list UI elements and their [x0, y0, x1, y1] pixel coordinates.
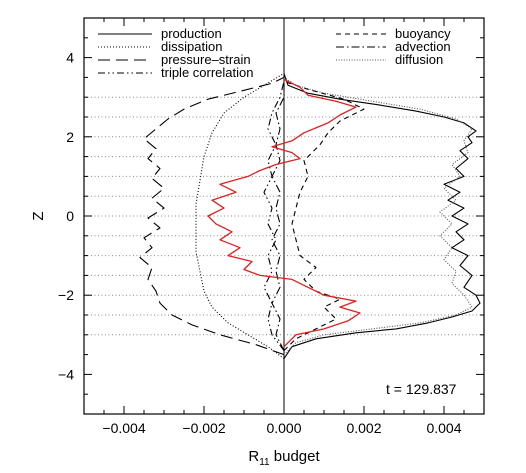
axis-ticks: −0.004 −0.002 0.000 0.002 0.004 −4 −2 0 2 4: [58, 17, 485, 436]
x-tick-label: 0.002: [346, 420, 381, 436]
x-axis-label-subscript: 11: [259, 457, 270, 468]
legend-label: buoyancy: [395, 26, 451, 41]
x-axis-label-suffix: budget: [270, 448, 321, 465]
x-tick-label: −0.004: [102, 420, 145, 436]
y-tick-label: −4: [58, 366, 74, 382]
series-line-buoyancy: [283, 80, 365, 351]
y-axis-label: Z: [30, 211, 47, 220]
legend-label: advection: [395, 39, 451, 54]
series-line-diffusion: [283, 76, 473, 355]
x-tick-label: 0.000: [266, 420, 301, 436]
y-tick-label: 2: [66, 129, 74, 145]
legend-label: dissipation: [161, 39, 222, 54]
legend-label: triple correlation: [161, 65, 254, 80]
series-line-advection: [271, 81, 285, 351]
y-tick-label: 4: [66, 50, 74, 66]
legend-label: diffusion: [395, 52, 443, 67]
series-line-red-7: [207, 78, 361, 348]
y-tick-label: −2: [58, 287, 74, 303]
series-line-triple-correlation: [263, 81, 285, 351]
series-line-pressure-strain: [139, 76, 285, 356]
y-tick-label: 0: [66, 208, 74, 224]
series-group: [139, 72, 481, 360]
legend-label: production: [161, 26, 222, 41]
legend-label: pressure–strain: [161, 52, 251, 67]
legend: productiondissipationpressure–straintrip…: [98, 26, 451, 80]
time-annotation: t = 129.837: [386, 381, 457, 397]
series-line-production: [283, 73, 481, 359]
x-tick-label: −0.002: [182, 420, 225, 436]
x-tick-label: 0.004: [426, 420, 461, 436]
x-axis-label-main: R: [248, 448, 259, 465]
x-axis-label: R11 budget: [248, 448, 320, 468]
